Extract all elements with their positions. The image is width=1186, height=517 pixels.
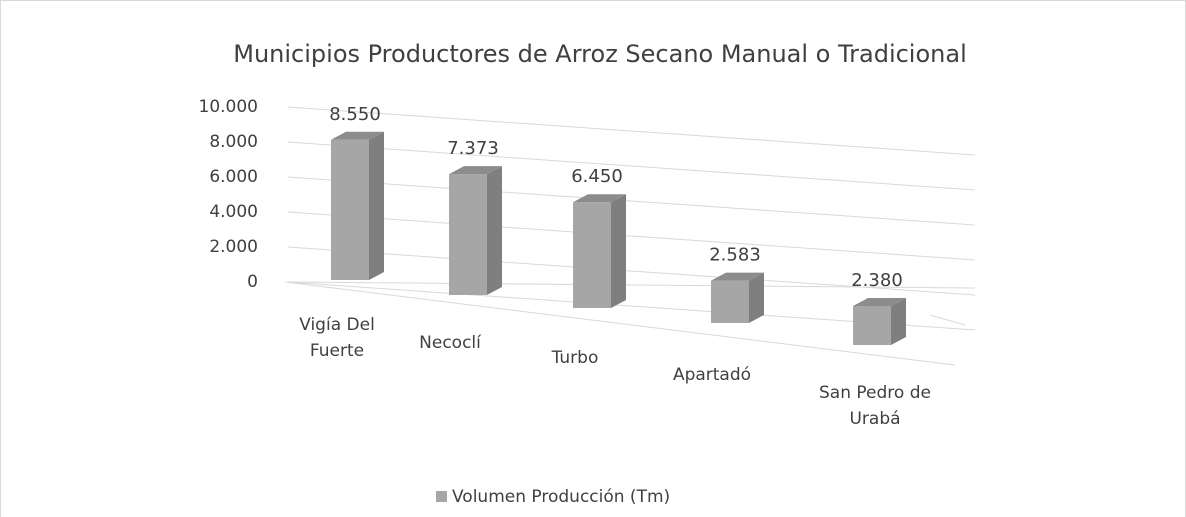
floor-line — [284, 281, 956, 366]
y-tick-label: 10.000 — [199, 97, 258, 117]
bar — [853, 305, 891, 345]
grid-line — [287, 176, 976, 226]
chart-title: Municipios Productores de Arroz Secano M… — [233, 40, 967, 68]
data-label: 7.373 — [447, 138, 499, 159]
grid-line — [287, 141, 976, 191]
x-tick-label: Turbo — [551, 348, 599, 368]
bar-top — [711, 272, 764, 281]
grid-line — [287, 106, 976, 156]
data-label: 8.550 — [329, 104, 381, 125]
bar-top — [573, 194, 626, 203]
bar-top — [449, 166, 502, 175]
floor-line — [287, 281, 976, 289]
bar — [711, 280, 749, 323]
data-label: 2.380 — [851, 270, 903, 291]
data-label: 6.450 — [571, 166, 623, 187]
bar-side — [369, 131, 384, 280]
x-tick-label: Vigía Del Fuerte — [299, 315, 375, 361]
floor-line — [929, 314, 966, 326]
bar — [331, 139, 369, 280]
x-tick-label: Apartadó — [672, 365, 752, 385]
bar-side — [891, 297, 906, 345]
x-tick-label: San Pedro de Urabá — [819, 383, 931, 429]
bar-side — [611, 194, 626, 308]
legend-swatch — [436, 491, 447, 502]
legend-label: Volumen Producción (Tm) — [452, 487, 670, 507]
y-tick-label: 6.000 — [209, 167, 258, 187]
data-label: 2.583 — [709, 245, 761, 266]
bar-top — [853, 297, 906, 306]
y-tick-label: 4.000 — [209, 202, 258, 222]
bar — [573, 202, 611, 308]
y-tick-label: 8.000 — [209, 132, 258, 152]
bar — [449, 174, 487, 295]
bar-side — [749, 272, 764, 323]
y-tick-label: 2.000 — [209, 237, 258, 257]
bar-top — [331, 131, 384, 140]
bar-side — [487, 166, 502, 295]
x-tick-label: Necoclí — [419, 333, 481, 353]
y-tick-label: 0 — [247, 272, 258, 292]
grid-line — [287, 211, 976, 261]
